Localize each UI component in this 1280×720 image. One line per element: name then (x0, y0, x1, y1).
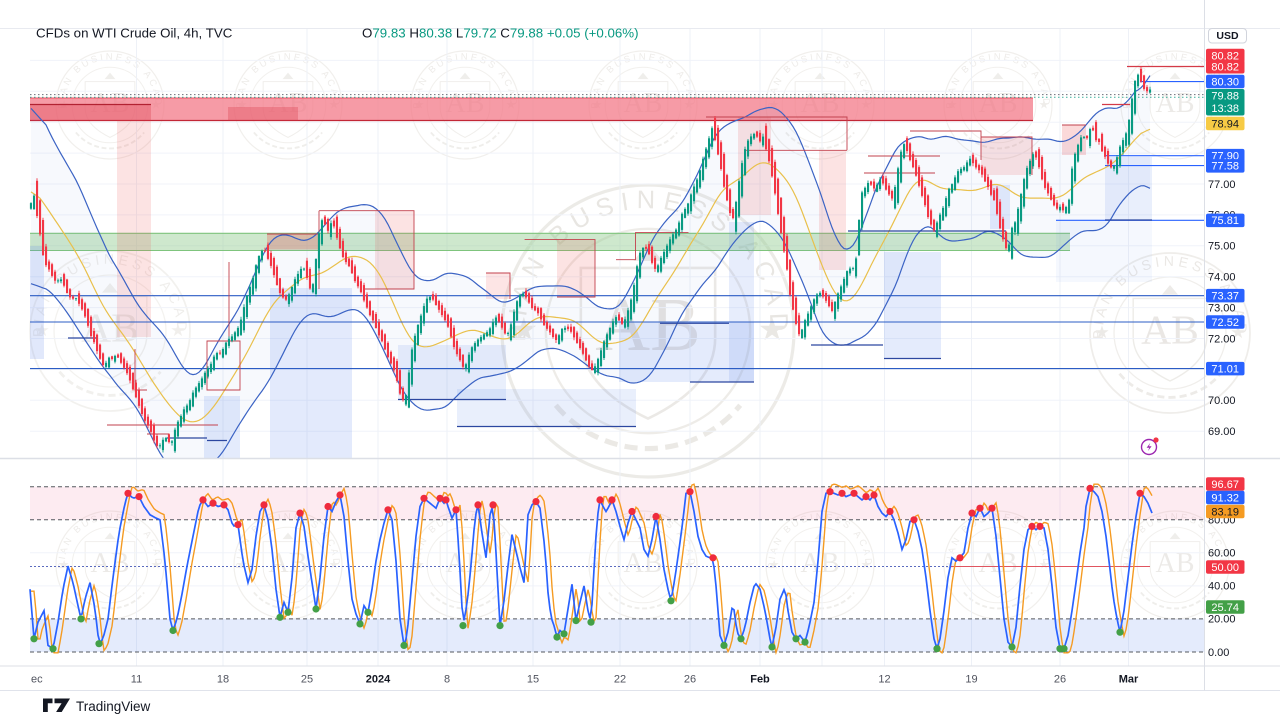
svg-text:25.74: 25.74 (1211, 602, 1239, 614)
svg-text:2024: 2024 (366, 674, 391, 686)
svg-text:★: ★ (684, 557, 695, 571)
svg-text:Feb: Feb (750, 674, 770, 686)
svg-text:19: 19 (965, 674, 977, 686)
svg-text:75.00: 75.00 (1208, 241, 1236, 253)
svg-text:73.37: 73.37 (1211, 291, 1239, 303)
svg-text:15: 15 (527, 674, 539, 686)
svg-text:★: ★ (506, 557, 517, 571)
svg-text:70.00: 70.00 (1208, 395, 1236, 407)
svg-text:77.58: 77.58 (1211, 161, 1239, 173)
svg-text:71.01: 71.01 (1211, 364, 1239, 376)
svg-text:★: ★ (237, 557, 248, 571)
svg-text:60.00: 60.00 (1208, 548, 1236, 560)
svg-text:69.00: 69.00 (1208, 426, 1236, 438)
svg-text:AB: AB (1141, 306, 1199, 352)
svg-text:72.52: 72.52 (1211, 317, 1239, 329)
svg-text:★: ★ (1094, 322, 1110, 342)
svg-text:72.00: 72.00 (1208, 333, 1236, 345)
svg-text:★: ★ (758, 311, 787, 347)
svg-text:26: 26 (684, 674, 696, 686)
svg-text:USD: USD (1216, 30, 1239, 42)
svg-text:13:38: 13:38 (1211, 103, 1239, 115)
svg-text:75.81: 75.81 (1211, 215, 1239, 227)
svg-text:★: ★ (59, 557, 70, 571)
svg-text:91.32: 91.32 (1211, 492, 1239, 504)
svg-text:★: ★ (170, 320, 186, 340)
svg-text:★: ★ (861, 557, 872, 571)
svg-text:Mar: Mar (1119, 674, 1139, 686)
svg-text:O79.83 H80.38 L79.72 C79.88 +0: O79.83 H80.38 L79.72 C79.88 +0.05 (+0.06… (362, 26, 639, 41)
svg-text:★: ★ (151, 557, 162, 571)
svg-text:96.67: 96.67 (1211, 479, 1239, 491)
svg-text:★: ★ (947, 557, 958, 571)
svg-text:12: 12 (878, 674, 890, 686)
svg-text:★: ★ (34, 320, 50, 340)
svg-text:77.00: 77.00 (1208, 179, 1236, 191)
svg-text:0.00: 0.00 (1208, 647, 1229, 659)
svg-text:TradingView: TradingView (76, 699, 151, 714)
svg-text:★: ★ (592, 557, 603, 571)
svg-text:73.00: 73.00 (1208, 302, 1236, 314)
svg-text:74.00: 74.00 (1208, 272, 1236, 284)
svg-text:★: ★ (1039, 97, 1050, 111)
svg-text:ec: ec (31, 674, 43, 686)
svg-text:18: 18 (217, 674, 229, 686)
svg-text:83.19: 83.19 (1211, 506, 1239, 518)
svg-text:★: ★ (1039, 557, 1050, 571)
svg-text:22: 22 (614, 674, 626, 686)
svg-text:25: 25 (301, 674, 313, 686)
svg-text:78.94: 78.94 (1211, 119, 1239, 131)
svg-text:40.00: 40.00 (1208, 581, 1236, 593)
svg-text:8: 8 (444, 674, 450, 686)
svg-text:★: ★ (329, 557, 340, 571)
svg-text:80.30: 80.30 (1211, 77, 1239, 89)
svg-text:★: ★ (414, 557, 425, 571)
svg-text:11: 11 (131, 674, 142, 686)
svg-text:AB: AB (1155, 88, 1194, 119)
svg-text:★: ★ (769, 557, 780, 571)
svg-text:80.82: 80.82 (1211, 50, 1239, 62)
svg-text:80.82: 80.82 (1211, 62, 1239, 74)
svg-text:CFDs on WTI Crude Oil, 4h, TVC: CFDs on WTI Crude Oil, 4h, TVC (36, 26, 233, 41)
svg-text:20.00: 20.00 (1208, 614, 1236, 626)
svg-text:50.00: 50.00 (1211, 562, 1239, 574)
svg-text:26: 26 (1054, 674, 1066, 686)
svg-text:79.88: 79.88 (1211, 91, 1239, 103)
